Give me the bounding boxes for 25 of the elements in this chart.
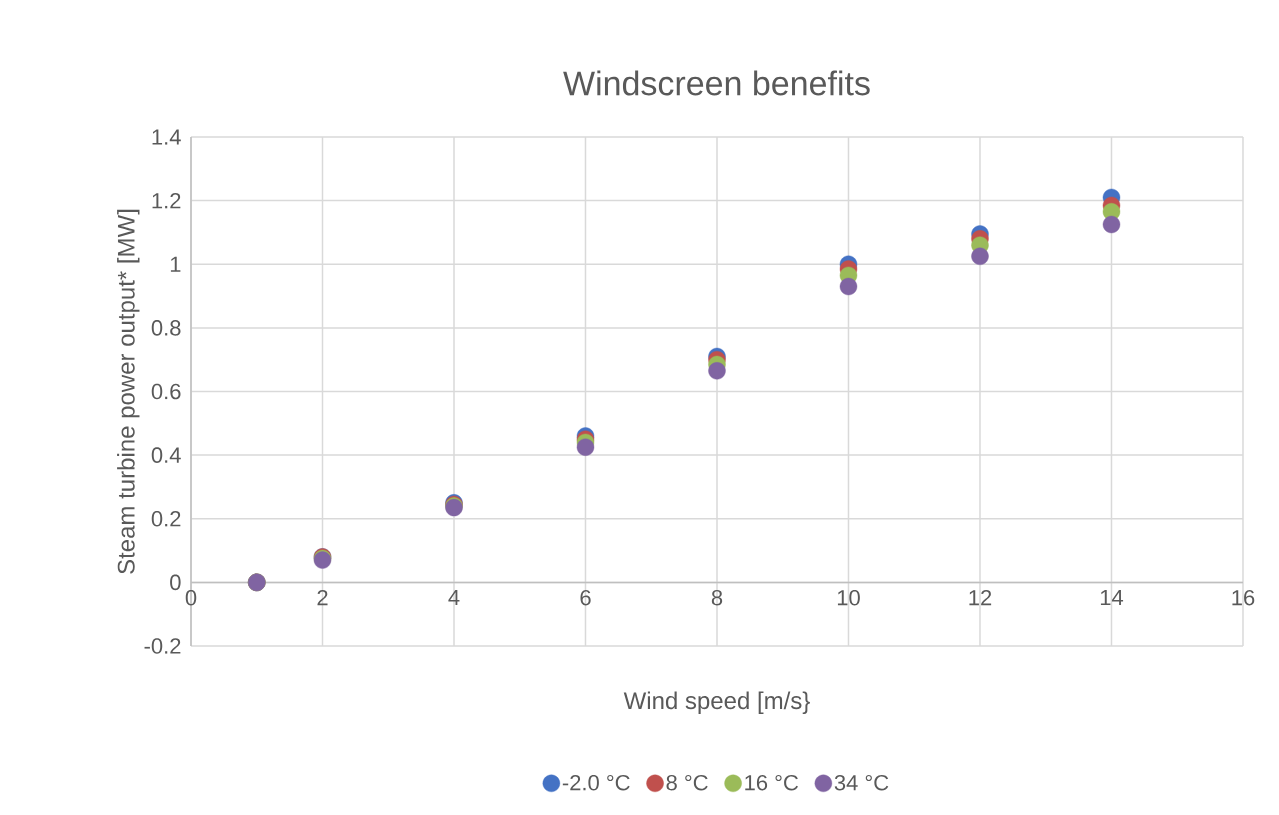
x-tick-label: 12 <box>969 589 992 606</box>
y-tick-label: 0.8 <box>151 320 181 336</box>
x-tick-label: 4 <box>448 589 460 606</box>
x-tick-label: 2 <box>317 589 328 606</box>
y-tick-label: 0.4 <box>151 447 181 463</box>
y-tick-label: 1.4 <box>152 129 181 145</box>
x-tick-label: 16 <box>1232 589 1255 606</box>
y-tick-label: 1 <box>170 256 181 272</box>
legend-label: 8 °C <box>666 774 708 791</box>
x-tick-label: 6 <box>580 589 591 606</box>
y-tick-label: 0 <box>170 574 181 591</box>
x-tick-label: 0 <box>185 589 197 606</box>
x-axis-title: Wind speed [m/s} <box>623 691 810 714</box>
legend-label: 34 °C <box>834 774 889 791</box>
x-tick-label: 10 <box>837 589 860 606</box>
y-axis-title: Steam turbine power output* [MW] <box>117 209 140 574</box>
chart-title: Windscreen benefits <box>563 70 870 96</box>
legend-label: 16 °C <box>745 774 799 791</box>
y-tick-label: 0.2 <box>151 510 181 527</box>
y-tick-label: 1.2 <box>152 192 181 209</box>
x-tick-label: 8 <box>711 589 723 606</box>
y-tick-label: 0.6 <box>151 383 181 400</box>
x-tick-label: 14 <box>1100 589 1124 606</box>
legend-label: -2.0 °C <box>562 774 630 791</box>
y-tick-label: -0.2 <box>144 638 181 654</box>
